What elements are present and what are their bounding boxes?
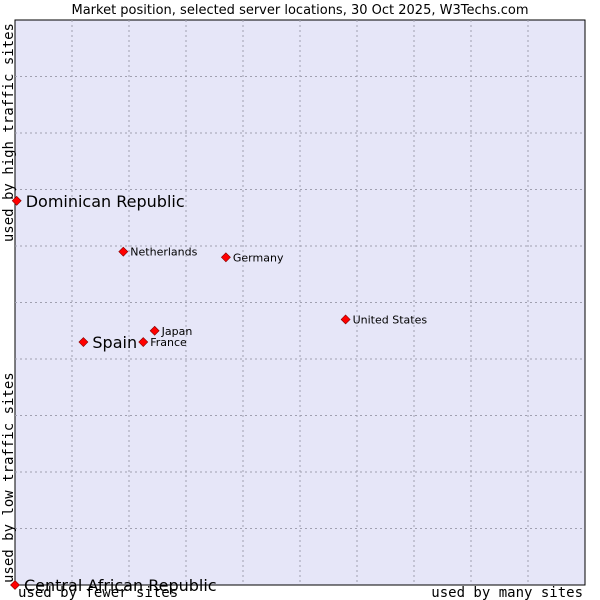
x-axis-label-high: used by many sites	[431, 585, 583, 600]
point-marker-japan	[149, 325, 160, 336]
chart-title: Market position, selected server locatio…	[71, 3, 528, 18]
data-points: Dominican Republic Netherlands Germany Unit…	[10, 192, 428, 595]
point-marker-germany	[220, 252, 231, 263]
point-label-central-african-republic: Central African Republic	[24, 576, 217, 595]
point-label-dominican-republic: Dominican Republic	[26, 192, 185, 211]
y-axis-label-low: used by low traffic sites	[1, 372, 17, 583]
grid-lines	[15, 20, 585, 585]
point-label-netherlands: Netherlands	[130, 246, 197, 259]
point-marker-france	[138, 337, 149, 347]
point-marker-united-states	[340, 314, 351, 325]
point-marker-spain	[78, 337, 89, 347]
y-axis-label-high: used by high traffic sites	[1, 23, 17, 242]
point-label-germany: Germany	[233, 251, 284, 264]
point-label-japan: Japan	[161, 325, 193, 338]
x-axis-label-low: used by fewer sites	[18, 585, 178, 600]
point-label-france: France	[150, 336, 187, 349]
point-marker-central-african-republic	[10, 580, 20, 590]
point-label-spain: Spain	[92, 333, 137, 352]
point-marker-dominican-republic	[11, 195, 22, 206]
point-label-united-states: United States	[353, 313, 428, 326]
point-marker-netherlands	[118, 246, 129, 257]
